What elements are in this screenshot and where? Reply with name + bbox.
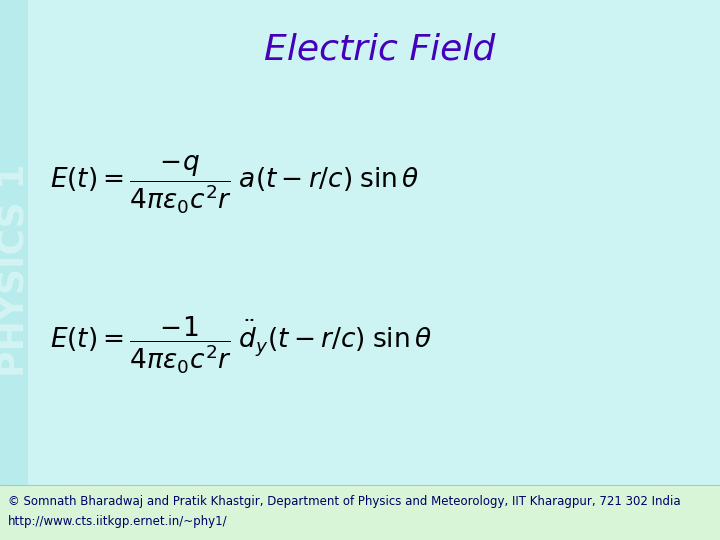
Text: http://www.cts.iitkgp.ernet.in/~phy1/: http://www.cts.iitkgp.ernet.in/~phy1/ [8,516,228,529]
Bar [0,0,28,540]
Text: © Somnath Bharadwaj and Pratik Khastgir, Department of Physics and Meteorology, : © Somnath Bharadwaj and Pratik Khastgir,… [8,496,680,509]
Text: $E(t) = \dfrac{-1}{4\pi\epsilon_0 c^2 r}\; \ddot{d}_y(t - r/c)\; \sin\theta$: $E(t) = \dfrac{-1}{4\pi\epsilon_0 c^2 r}… [50,314,432,376]
Text: $E(t) = \dfrac{-q}{4\pi\epsilon_0 c^2 r}\; a(t - r/c)\; \sin\theta$: $E(t) = \dfrac{-q}{4\pi\epsilon_0 c^2 r}… [50,154,420,216]
Bar [0,485,720,540]
Text: Electric Field: Electric Field [264,33,495,67]
Text: PHYSICS 1: PHYSICS 1 [0,163,31,377]
